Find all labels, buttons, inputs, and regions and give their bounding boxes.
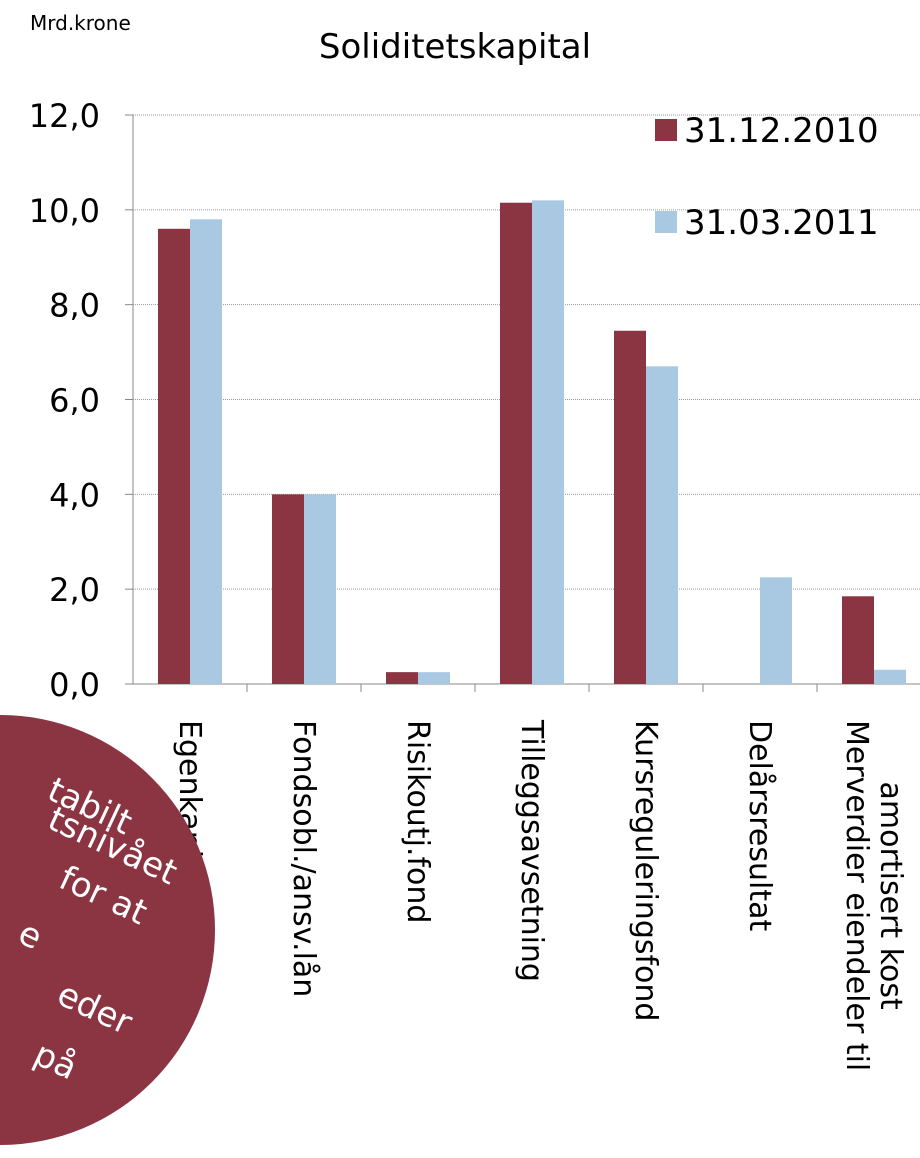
chart-title: Soliditetskapital xyxy=(319,27,591,67)
bar xyxy=(418,672,450,684)
bar xyxy=(532,200,564,684)
bar xyxy=(272,494,304,684)
y-tick-label: 8,0 xyxy=(49,287,100,325)
bar xyxy=(190,219,222,685)
y-tick-label: 4,0 xyxy=(49,476,100,514)
y-tick-label: 12,0 xyxy=(29,97,100,135)
y-tick-label: 0,0 xyxy=(49,666,100,704)
legend-swatch xyxy=(655,119,677,141)
x-tick-label: Kursreguleringsfond xyxy=(628,720,663,1021)
x-tick-label: Delårsresultat xyxy=(742,720,777,931)
bar xyxy=(614,330,646,684)
bar xyxy=(500,202,532,685)
x-tick-label: Fondsobl./ansv.lån xyxy=(286,720,321,997)
bar xyxy=(158,228,190,685)
x-tick-label: Merverdier eiendeler tilamortisert kost xyxy=(839,720,908,1071)
bar xyxy=(304,494,336,684)
legend-label: 31.03.2011 xyxy=(684,203,879,243)
x-tick-label: Risikoutj.fond xyxy=(400,720,435,923)
legend-label: 31.12.2010 xyxy=(684,111,879,151)
y-tick-label: 6,0 xyxy=(49,382,100,420)
y-tick-label: 2,0 xyxy=(49,571,100,609)
bar xyxy=(386,672,418,684)
y-tick-label: 10,0 xyxy=(29,192,100,230)
x-tick-label: Tilleggsavsetning xyxy=(514,719,549,982)
y-unit-label: Mrd.krone xyxy=(30,11,131,35)
bar xyxy=(646,366,678,684)
legend-swatch xyxy=(655,211,677,233)
badge xyxy=(0,715,215,1145)
bar xyxy=(842,596,874,684)
bar xyxy=(760,577,792,684)
bar xyxy=(874,669,906,684)
